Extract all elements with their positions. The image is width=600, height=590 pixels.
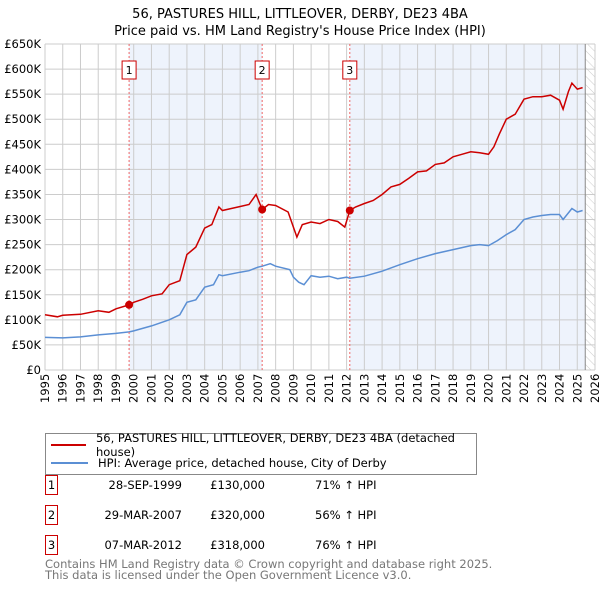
sale-price: £320,000	[210, 508, 265, 522]
y-tick-label: £550K	[4, 87, 41, 101]
x-tick-label: 2024	[553, 374, 567, 403]
x-tick-label: 2002	[162, 374, 176, 403]
sale-label: 1	[126, 64, 133, 77]
sale-label-box	[254, 60, 270, 80]
x-tick-label: 2009	[286, 374, 300, 403]
x-tick-label: 2020	[482, 374, 496, 403]
legend-swatch-hpi	[51, 462, 88, 464]
chart-title: 56, PASTURES HILL, LITTLEOVER, DERBY, DE…	[0, 6, 600, 40]
x-tick-label: 2011	[322, 374, 336, 403]
legend-swatch-property	[51, 444, 86, 446]
x-tick-label: 2014	[375, 374, 389, 403]
sale-hpi-change: 56% ↑ HPI	[315, 508, 377, 522]
legend-item-hpi: HPI: Average price, detached house, City…	[51, 455, 387, 471]
x-tick-label: 2013	[357, 374, 371, 403]
sale-hpi-change: 71% ↑ HPI	[315, 478, 377, 492]
sale-label-box	[342, 60, 358, 80]
x-tick-label: 2015	[393, 374, 407, 403]
x-tick-label: 1995	[38, 374, 52, 403]
x-tick-label: 2007	[251, 374, 265, 403]
x-tick-label: 2017	[428, 374, 442, 403]
x-tick-label: 1998	[91, 374, 105, 403]
future-hatch-region	[585, 44, 595, 370]
sale-price: £130,000	[210, 478, 265, 492]
sale-label: 2	[259, 64, 266, 77]
price-chart: 1995 1996 1997 1998 1999 2000 2001 2002 2003 2004…	[4, 37, 600, 403]
footer-copyright: Contains HM Land Registry data © Crown c…	[45, 557, 493, 571]
sale-date: 29-MAR-2007	[104, 508, 182, 522]
y-tick-label: £450K	[4, 137, 41, 151]
title-address: 56, PASTURES HILL, LITTLEOVER, DERBY, DE…	[132, 7, 468, 22]
x-tick-label: 2010	[304, 374, 318, 403]
sale-point	[125, 300, 134, 309]
x-tick-label: 2025	[570, 374, 584, 403]
x-tick-label: 2016	[411, 374, 425, 403]
footer-attribution: Contains HM Land Registry data © Crown c…	[45, 557, 493, 582]
x-tick-label: 2005	[215, 374, 229, 403]
x-tick-label: 2000	[127, 374, 141, 403]
x-tick-label: 2026	[588, 374, 600, 403]
y-tick-label: £650K	[4, 37, 41, 51]
x-tick-label: 2001	[144, 374, 158, 403]
x-tick-label: 2008	[269, 374, 283, 403]
legend-item-property: 56, PASTURES HILL, LITTLEOVER, DERBY, DE…	[51, 431, 476, 459]
title-subtitle: Price paid vs. HM Land Registry's House …	[114, 24, 486, 39]
sale-row: 1 28-SEP-1999 £130,000 71% ↑ HPI	[45, 475, 445, 495]
sale-hpi-change: 76% ↑ HPI	[315, 538, 377, 552]
x-tick-label: 2019	[464, 374, 478, 403]
sale-row: 2 29-MAR-2007 £320,000 56% ↑ HPI	[45, 505, 445, 525]
sale-point	[258, 205, 267, 214]
sale-number-badge: 3	[45, 535, 58, 555]
y-tick-label: £0	[26, 363, 41, 377]
y-tick-label: £500K	[4, 112, 41, 126]
y-tick-label: £200K	[4, 263, 41, 277]
sale-label-box	[121, 60, 137, 80]
x-tick-label: 1996	[56, 374, 70, 403]
ownership-period-shade	[349, 44, 586, 370]
y-tick-label: £300K	[4, 213, 41, 227]
footer-licence: This data is licensed under the Open Gov…	[45, 568, 412, 582]
ownership-period-shade	[129, 44, 263, 370]
y-tick-label: £350K	[4, 187, 41, 201]
x-tick-label: 2018	[446, 374, 460, 403]
sale-number-badge: 2	[45, 505, 58, 525]
y-tick-label: £250K	[4, 238, 41, 252]
sale-date: 28-SEP-1999	[108, 478, 182, 492]
series-line-hpi	[44, 207, 583, 339]
chart-legend: 56, PASTURES HILL, LITTLEOVER, DERBY, DE…	[45, 431, 477, 475]
y-tick-label: £100K	[4, 313, 41, 327]
y-tick-label: £50K	[12, 338, 42, 352]
sale-row: 3 07-MAR-2012 £318,000 76% ↑ HPI	[45, 535, 445, 555]
sale-label: 3	[346, 64, 353, 77]
x-tick-label: 2006	[233, 374, 247, 403]
sale-price: £318,000	[210, 538, 265, 552]
x-tick-label: 2022	[517, 374, 531, 403]
sale-number-badge: 1	[45, 475, 58, 495]
legend-label-hpi: HPI: Average price, detached house, City…	[98, 456, 387, 470]
sale-point	[345, 206, 354, 215]
x-tick-label: 2012	[340, 374, 354, 403]
y-tick-label: £150K	[4, 288, 41, 302]
x-tick-label: 1997	[73, 374, 87, 403]
legend-label-property: 56, PASTURES HILL, LITTLEOVER, DERBY, DE…	[95, 431, 455, 459]
x-tick-label: 2021	[499, 374, 513, 403]
sale-date: 07-MAR-2012	[104, 538, 182, 552]
y-tick-label: £400K	[4, 162, 41, 176]
x-tick-label: 2004	[198, 374, 212, 403]
x-tick-label: 2023	[535, 374, 549, 403]
y-tick-label: £600K	[4, 62, 41, 76]
x-tick-label: 1999	[109, 374, 123, 403]
series-line-property	[44, 81, 583, 318]
x-tick-label: 2003	[180, 374, 194, 403]
